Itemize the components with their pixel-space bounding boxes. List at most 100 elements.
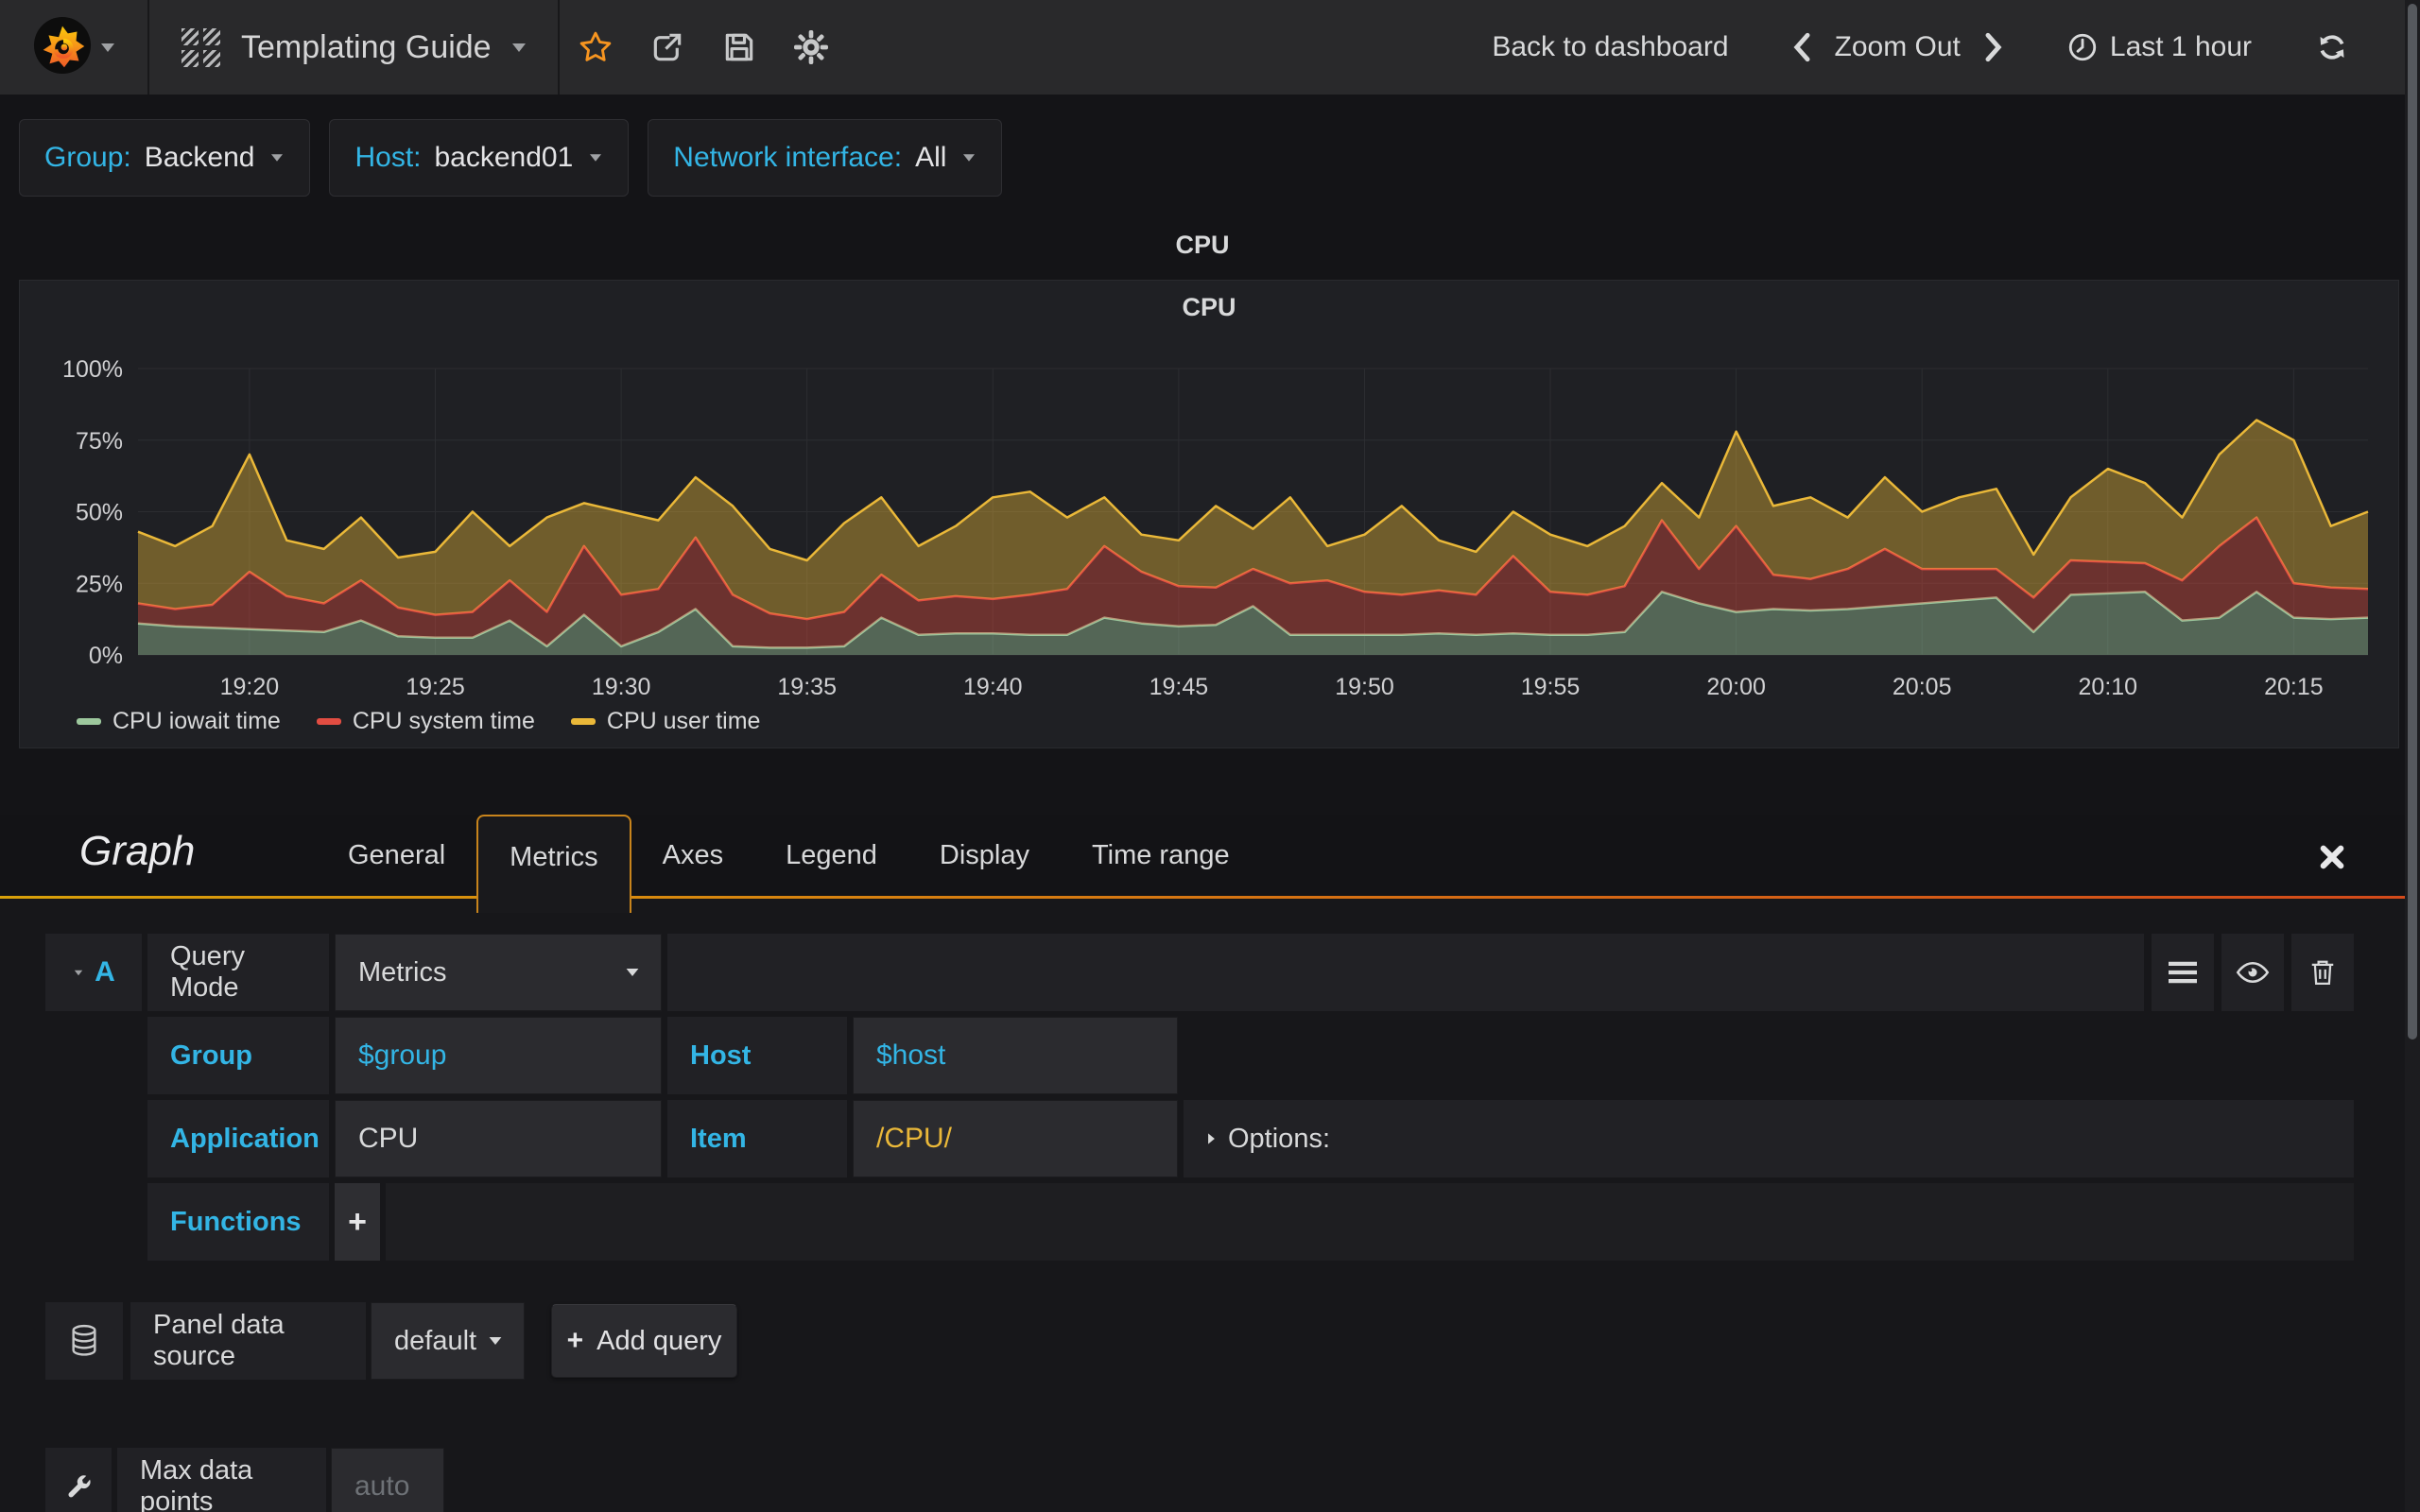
legend-item[interactable]: CPU system time xyxy=(316,708,535,735)
query-delete-button[interactable] xyxy=(2291,934,2354,1011)
svg-text:19:20: 19:20 xyxy=(220,674,280,700)
share-icon xyxy=(653,33,681,61)
settings-button[interactable] xyxy=(775,0,847,94)
options-label: Options: xyxy=(1228,1123,1330,1154)
query-row-spacer xyxy=(667,934,2144,1011)
tab-general[interactable]: General xyxy=(348,840,446,870)
refresh-button[interactable] xyxy=(2310,0,2354,94)
back-to-dashboard-button[interactable]: Back to dashboard xyxy=(1492,31,1729,62)
variable-label: Network interface: xyxy=(673,142,903,173)
svg-text:19:55: 19:55 xyxy=(1521,674,1581,700)
panel-type-title: Graph xyxy=(79,828,196,874)
application-input[interactable]: CPU xyxy=(335,1100,662,1177)
svg-text:100%: 100% xyxy=(62,356,123,383)
datasource-label: Panel data source xyxy=(130,1302,366,1380)
query-editor: A Query Mode Metrics Group $group Host $… xyxy=(0,899,2420,1512)
tab-legend[interactable]: Legend xyxy=(786,840,877,870)
group-label: Group xyxy=(147,1017,329,1094)
application-value: CPU xyxy=(358,1123,419,1154)
query-mode-select[interactable]: Metrics xyxy=(335,934,662,1011)
functions-row-spacer xyxy=(386,1183,2354,1261)
time-back-button[interactable] xyxy=(1780,0,1822,94)
svg-text:20:05: 20:05 xyxy=(1893,674,1952,700)
chevron-down-icon xyxy=(511,43,526,52)
svg-text:19:35: 19:35 xyxy=(777,674,837,700)
chevron-down-icon xyxy=(963,154,976,162)
variable-value: Backend xyxy=(144,142,255,173)
chevron-down-icon xyxy=(626,969,639,976)
host-input[interactable]: $host xyxy=(853,1017,1178,1094)
variable-button-1[interactable]: Host: backend01 xyxy=(329,119,630,197)
chevron-down-icon xyxy=(271,154,284,162)
add-function-button[interactable]: + xyxy=(335,1183,380,1261)
chevron-right-icon xyxy=(1985,32,2002,62)
zoom-out-button[interactable]: Zoom Out xyxy=(1834,31,1961,62)
plus-icon: + xyxy=(566,1325,584,1356)
legend-label: CPU iowait time xyxy=(112,708,281,734)
database-icon xyxy=(72,1324,96,1356)
grafana-logo-icon xyxy=(33,16,92,79)
query-toggle-visibility-button[interactable] xyxy=(2221,934,2284,1011)
trash-icon xyxy=(2311,960,2334,985)
variable-button-0[interactable]: Group: Backend xyxy=(19,119,311,197)
time-forward-button[interactable] xyxy=(1974,0,2015,94)
eye-icon xyxy=(2236,961,2270,984)
refresh-icon xyxy=(2320,35,2344,60)
tab-display[interactable]: Display xyxy=(939,840,1029,870)
svg-text:19:40: 19:40 xyxy=(963,674,1023,700)
chevron-down-icon xyxy=(489,1337,502,1345)
variable-label: Group: xyxy=(44,142,131,173)
cpu-graph[interactable]: 0% 25% 50% 75% 100% 19:20 19:25 19:30 19:35 19:40… xyxy=(20,334,2400,708)
star-button[interactable] xyxy=(560,0,631,94)
save-button[interactable] xyxy=(703,0,775,94)
query-letter: A xyxy=(95,956,115,988)
dashboard-picker[interactable]: Templating Guide xyxy=(149,0,560,94)
save-icon xyxy=(725,33,752,61)
options-toggle[interactable]: Options: xyxy=(1184,1100,2354,1177)
panel-title[interactable]: CPU xyxy=(1182,292,1236,321)
legend-item[interactable]: CPU iowait time xyxy=(77,708,281,735)
add-query-label: Add query xyxy=(596,1325,722,1356)
query-menu-button[interactable] xyxy=(2152,934,2214,1011)
clock-icon xyxy=(2068,33,2097,61)
row-title[interactable]: CPU xyxy=(1175,231,1230,259)
max-data-points-input[interactable]: auto xyxy=(331,1448,444,1512)
svg-text:0%: 0% xyxy=(89,643,123,669)
svg-text:19:45: 19:45 xyxy=(1150,674,1209,700)
close-editor-button[interactable] xyxy=(2316,841,2348,878)
svg-text:19:25: 19:25 xyxy=(406,674,465,700)
legend-label: CPU system time xyxy=(352,708,535,734)
variable-button-2[interactable]: Network interface: All xyxy=(648,119,1003,197)
legend-label: CPU user time xyxy=(606,708,761,734)
query-mode-label: Query Mode xyxy=(147,934,329,1011)
grafana-menu-button[interactable] xyxy=(0,0,149,94)
star-icon xyxy=(579,31,611,61)
tab-metrics[interactable]: Metrics xyxy=(476,815,631,913)
tab-time-range[interactable]: Time range xyxy=(1091,840,1230,870)
svg-text:19:50: 19:50 xyxy=(1335,674,1394,700)
query-collapse-toggle[interactable]: A xyxy=(45,934,142,1011)
host-label: Host xyxy=(667,1017,847,1094)
chevron-down-icon xyxy=(590,154,602,162)
scrollbar-thumb[interactable] xyxy=(2408,4,2417,1040)
group-value: $group xyxy=(358,1040,447,1071)
host-value: $host xyxy=(876,1040,946,1071)
item-input[interactable]: /CPU/ xyxy=(853,1100,1178,1177)
panel-editor-header: Graph General Metrics Axes Legend Display Tim… xyxy=(0,815,2420,913)
gear-icon xyxy=(793,30,828,64)
scrollbar-track[interactable] xyxy=(2405,0,2420,1512)
time-picker-button[interactable]: Last 1 hour xyxy=(2066,31,2252,63)
group-input[interactable]: $group xyxy=(335,1017,662,1094)
datasource-value: default xyxy=(394,1325,477,1356)
graph-legend: CPU iowait time CPU system time CPU user t… xyxy=(77,708,760,735)
navbar: Templating Guide xyxy=(0,0,2405,94)
add-query-button[interactable]: + Add query xyxy=(551,1304,737,1378)
datasource-select[interactable]: default xyxy=(371,1302,525,1380)
legend-swatch xyxy=(570,718,596,725)
chevron-right-icon xyxy=(1208,1133,1215,1144)
tab-axes[interactable]: Axes xyxy=(662,840,724,870)
query-mode-value: Metrics xyxy=(358,956,447,988)
share-button[interactable] xyxy=(631,0,703,94)
legend-item[interactable]: CPU user time xyxy=(570,708,761,735)
